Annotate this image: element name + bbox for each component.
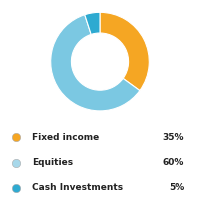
Text: Cash Investments: Cash Investments [32,183,123,192]
Text: 5%: 5% [169,183,184,192]
Text: Fixed income: Fixed income [32,133,99,142]
Text: Equities: Equities [32,158,73,167]
Wedge shape [100,12,149,90]
Text: 60%: 60% [163,158,184,167]
Wedge shape [85,12,100,34]
Text: 35%: 35% [162,133,184,142]
Wedge shape [51,15,140,111]
